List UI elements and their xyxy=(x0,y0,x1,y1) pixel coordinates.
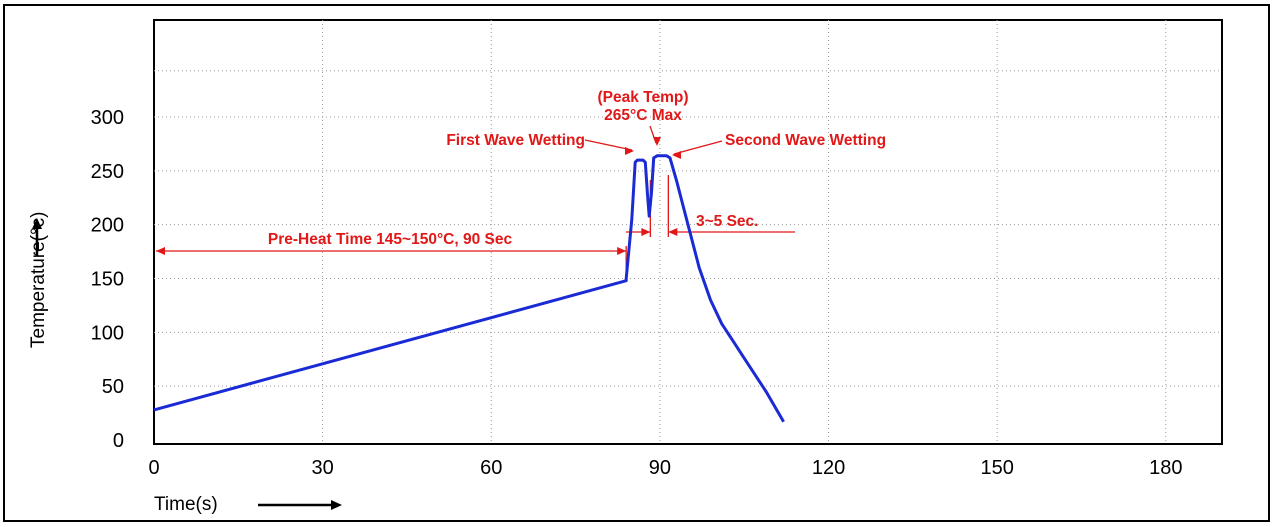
x-tick-label: 180 xyxy=(1149,457,1182,479)
x-tick-label: 150 xyxy=(980,457,1013,479)
tick-labels: 0 50 100 150 200 250 300 0 30 60 90 120 150 180 xyxy=(91,107,1183,479)
y-tick-label: 250 xyxy=(91,161,124,183)
first-wave-arrow xyxy=(625,147,634,155)
y-tick-label: 150 xyxy=(91,269,124,291)
plot-area xyxy=(153,19,1223,445)
annotations: Pre-Heat Time 145~150°C, 90 Sec First Wav… xyxy=(156,89,886,274)
second-wave-leader xyxy=(673,140,723,155)
duration-arrow-left xyxy=(641,228,651,236)
temperature-curve xyxy=(153,154,785,423)
peak-temp-label-1: (Peak Temp) xyxy=(597,89,688,106)
second-wave-label: Second Wave Wetting xyxy=(725,132,886,149)
y-tick-label: 0 xyxy=(113,430,124,452)
x-tick-label: 30 xyxy=(312,457,334,479)
duration-arrow-right xyxy=(668,228,678,236)
chart-frame xyxy=(3,4,1270,522)
x-tick-label: 60 xyxy=(480,457,502,479)
x-tick-label: 90 xyxy=(649,457,671,479)
y-axis-arrowhead xyxy=(32,218,42,229)
x-tick-label: 120 xyxy=(812,457,845,479)
duration-label: 3~5 Sec. xyxy=(696,213,758,230)
peak-arrow xyxy=(653,137,661,146)
y-tick-label: 50 xyxy=(102,376,124,398)
peak-temp-label-2: 265°C Max xyxy=(604,107,682,124)
preheat-arrow-right xyxy=(617,247,627,255)
second-wave-arrow xyxy=(672,151,681,159)
x-axis-label: Time(s) xyxy=(154,494,218,515)
first-wave-leader xyxy=(584,139,633,151)
grid xyxy=(154,20,1222,444)
y-axis-label: Temperature(°c) xyxy=(28,212,49,348)
y-tick-label: 300 xyxy=(91,107,124,129)
y-tick-label: 200 xyxy=(91,215,124,237)
first-wave-label: First Wave Wetting xyxy=(446,132,585,149)
x-tick-label: 0 xyxy=(148,457,159,479)
x-axis-arrowhead xyxy=(331,500,342,510)
preheat-label: Pre-Heat Time 145~150°C, 90 Sec xyxy=(268,231,513,248)
y-tick-label: 100 xyxy=(91,322,124,344)
preheat-arrow-left xyxy=(156,247,165,255)
